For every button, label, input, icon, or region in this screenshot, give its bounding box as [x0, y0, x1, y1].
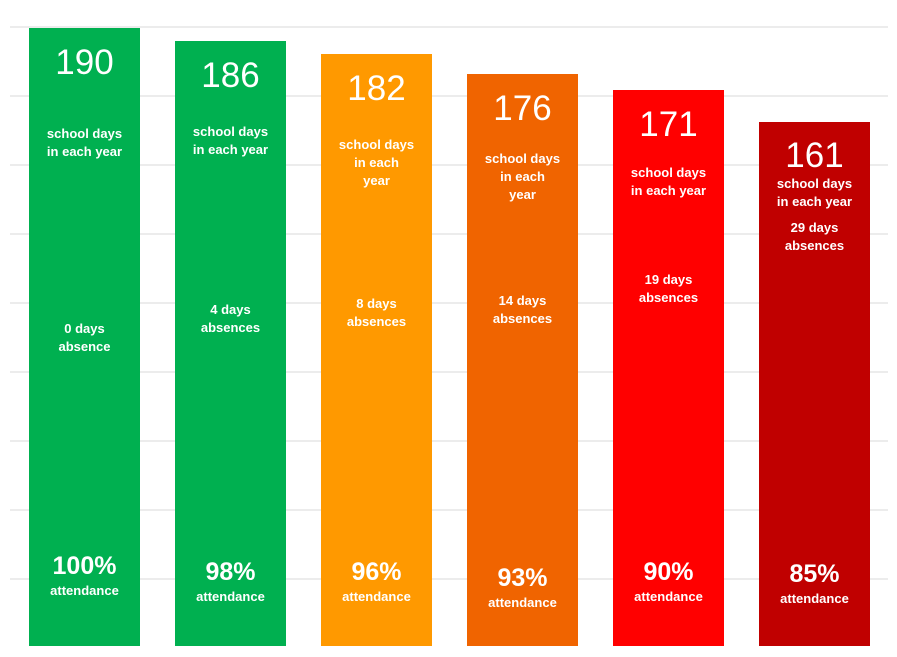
absence-label: 19 days absences: [613, 271, 724, 307]
absence-line: absences: [638, 289, 699, 305]
days-caption-label: school days in each year: [321, 136, 432, 190]
days-caption-line: school days: [338, 137, 415, 153]
days-caption-line: in each year: [776, 194, 853, 210]
absence-line: absence: [58, 339, 111, 354]
absence-line: 19 days: [644, 271, 693, 287]
absence-line: absences: [492, 310, 553, 326]
absence-line: 14 days: [498, 292, 547, 308]
absence-label: 14 days absences: [467, 292, 578, 328]
absence-line: 0 days: [64, 321, 105, 336]
bar: 190 school days in each year 0 days absence 1…: [29, 28, 140, 646]
days-value-label: 190: [55, 43, 114, 82]
bar: 161 school days in each year 29 days absence…: [759, 122, 870, 646]
attendance-percent-label: 96%: [351, 557, 402, 586]
days-caption-line: in each: [500, 168, 545, 184]
bar: 171 school days in each year 19 days absence…: [613, 89, 724, 646]
days-caption-line: school days: [192, 124, 269, 139]
attendance-caption-label: attendance: [342, 588, 411, 604]
bar: 176 school days in each year 14 days absences…: [467, 73, 578, 646]
days-caption-line: school days: [484, 150, 561, 166]
absence-label: 29 days absences: [759, 219, 870, 255]
bar: 186 school days in each year 4 days absences…: [175, 41, 286, 646]
days-caption-label: school days in each year: [759, 175, 870, 211]
absence-line: absences: [200, 320, 261, 335]
absence-line: 4 days: [210, 302, 251, 317]
days-caption-line: in each: [354, 155, 399, 171]
absence-label: 4 days absences: [175, 301, 286, 337]
absence-line: absences: [784, 238, 845, 254]
attendance-percent-label: 100%: [52, 552, 117, 580]
days-caption-line: in each year: [630, 182, 707, 198]
absence-label: 8 days absences: [321, 295, 432, 331]
days-caption-label: school days in each year: [467, 150, 578, 204]
attendance-percent-label: 90%: [643, 557, 694, 586]
attendance-percent-label: 93%: [497, 563, 548, 592]
days-value-label: 161: [785, 136, 844, 176]
days-caption-line: year: [363, 173, 390, 189]
days-caption-line: school days: [776, 176, 853, 192]
attendance-caption-label: attendance: [196, 588, 265, 604]
days-caption-line: in each year: [46, 144, 123, 159]
days-caption-label: school days in each year: [29, 125, 140, 161]
absence-line: 29 days: [790, 220, 839, 236]
attendance-percent-label: 85%: [789, 559, 840, 588]
attendance-percent-label: 98%: [205, 557, 256, 586]
attendance-caption-label: attendance: [780, 590, 849, 606]
days-caption-label: school days in each year: [613, 164, 724, 200]
days-caption-line: in each year: [192, 142, 269, 157]
days-caption-line: year: [509, 186, 536, 202]
attendance-caption-label: attendance: [488, 594, 557, 610]
attendance-caption-label: attendance: [50, 583, 119, 598]
days-caption-line: school days: [46, 126, 123, 141]
days-value-label: 186: [201, 56, 260, 95]
bar: 182 school days in each year 8 days absences 9…: [321, 54, 432, 646]
days-value-label: 171: [639, 104, 698, 144]
days-caption-label: school days in each year: [175, 123, 286, 159]
attendance-caption-label: attendance: [634, 588, 703, 604]
absence-label: 0 days absence: [29, 320, 140, 356]
absence-line: absences: [346, 314, 407, 330]
absence-line: 8 days: [356, 296, 397, 312]
days-value-label: 176: [493, 88, 552, 128]
days-value-label: 182: [347, 69, 406, 109]
days-caption-line: school days: [630, 164, 707, 180]
